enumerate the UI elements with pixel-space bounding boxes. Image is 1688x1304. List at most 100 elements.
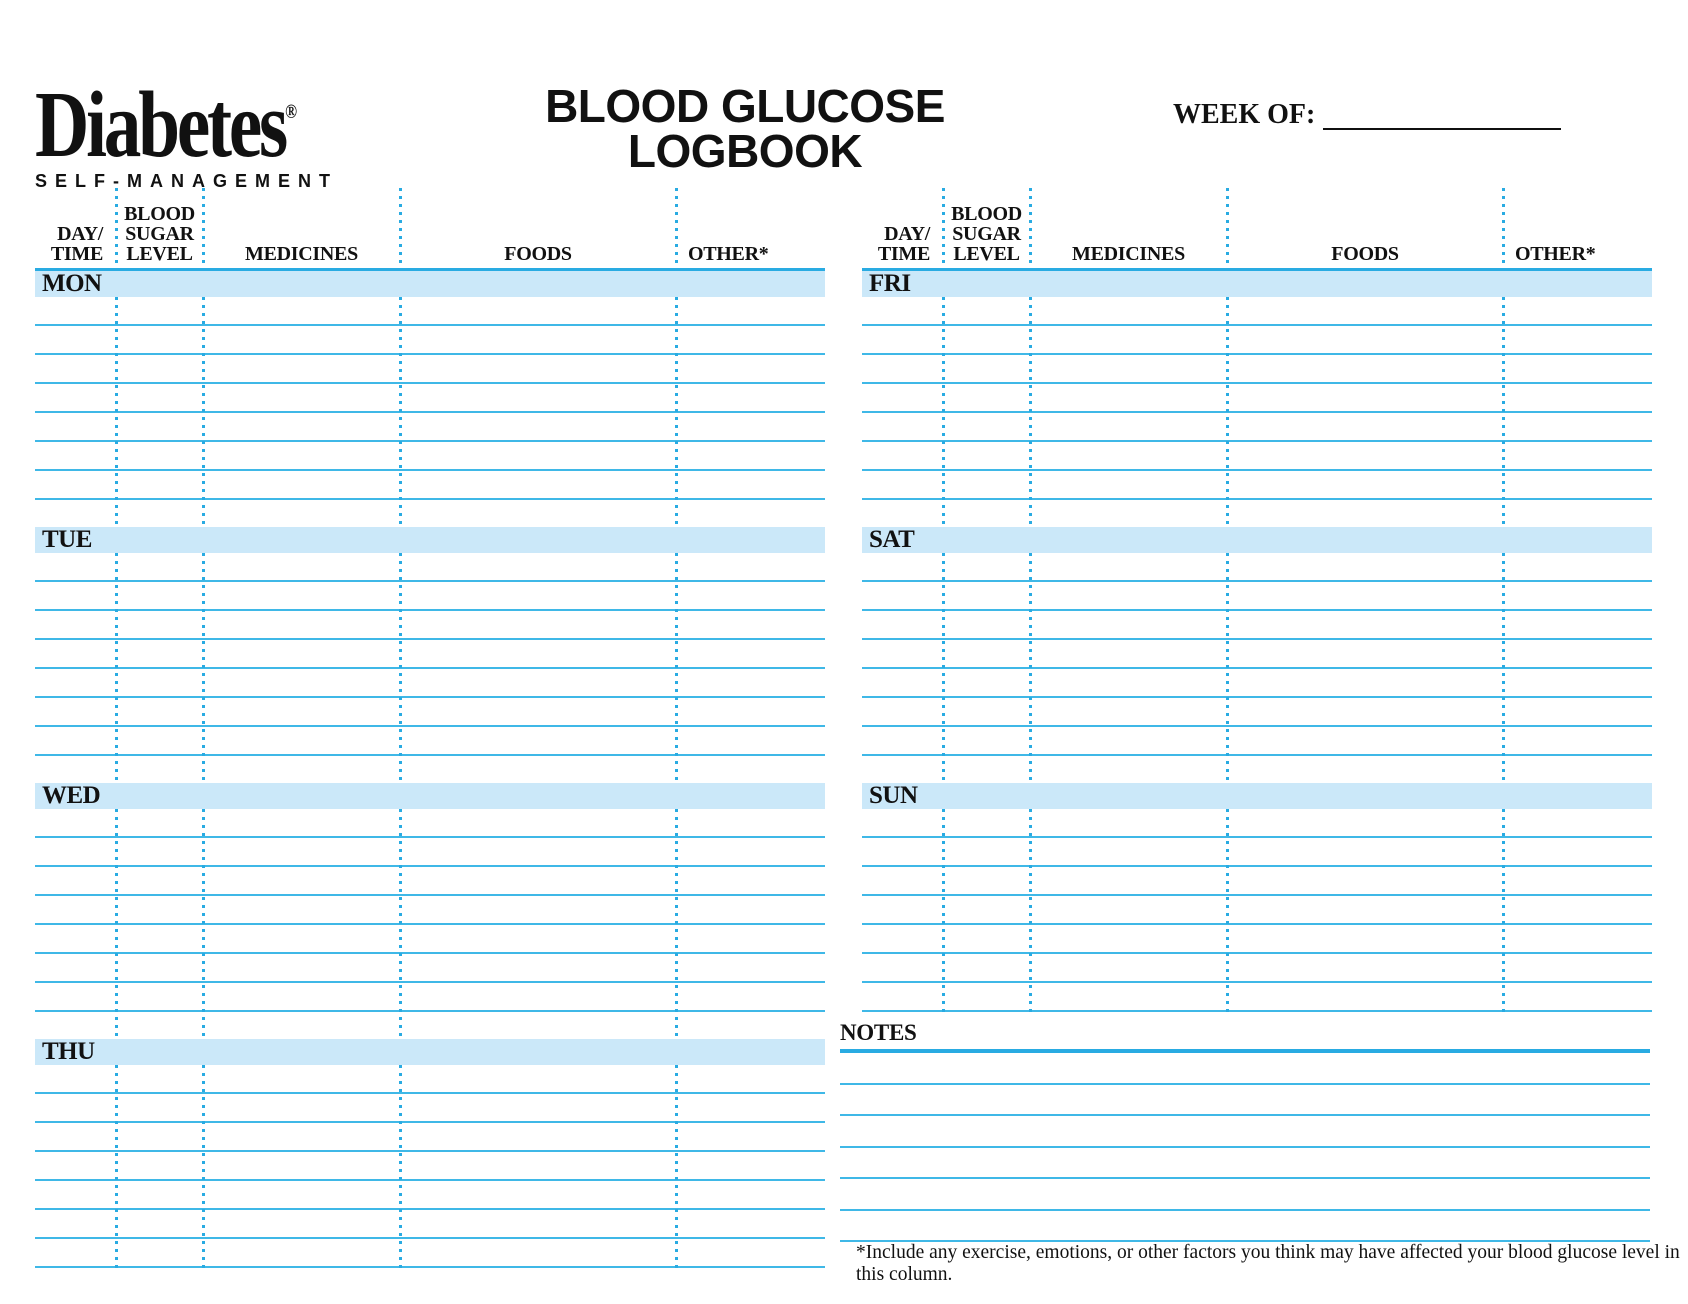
day-rows-mon	[35, 297, 825, 527]
notes-blank-line	[840, 1211, 1650, 1242]
notes-blank-line	[840, 1085, 1650, 1116]
column-divider	[1029, 809, 1032, 1012]
column-divider	[1226, 297, 1229, 527]
column-divider	[675, 553, 678, 783]
week-of-label: WEEK OF:	[1173, 99, 1316, 130]
column-divider	[1502, 297, 1505, 527]
column-header-day-time-line: DAY/	[57, 223, 103, 245]
day-rows-sat	[862, 553, 1652, 783]
column-divider	[1502, 188, 1505, 268]
notes-blank-line	[840, 1053, 1650, 1085]
column-divider	[942, 809, 945, 1012]
column-divider	[399, 809, 402, 1039]
column-divider	[202, 188, 205, 268]
logo: Diabetes® SELF-MANAGEMENT	[35, 70, 363, 192]
column-divider	[942, 188, 945, 268]
column-header-blood-sugar-level-line: BLOOD	[951, 203, 1022, 225]
week-of: WEEK OF:	[1173, 96, 1562, 130]
column-header-day-time-line: DAY/	[884, 223, 930, 245]
column-divider	[115, 188, 118, 268]
page-title: BLOOD GLUCOSE LOGBOOK	[480, 80, 1010, 177]
footnote: *Include any exercise, emotions, or othe…	[856, 1242, 1680, 1285]
column-header-blood-sugar-level-line: SUGAR	[125, 223, 194, 245]
day-rows-sun	[862, 809, 1652, 1012]
column-header-other: OTHER*	[676, 244, 825, 264]
column-header-other-line: OTHER*	[1515, 243, 1596, 265]
column-divider	[1502, 553, 1505, 783]
day-header-wed: WED	[35, 783, 825, 809]
column-header-foods: FOODS	[400, 244, 676, 264]
day-header-tue: TUE	[35, 527, 825, 553]
table-header: DAY/TIME BLOOD SUGAR LEVEL MEDICINES FOODS OTH…	[35, 188, 825, 268]
day-header-thu: THU	[35, 1039, 825, 1065]
registered-trademark-icon: ®	[285, 101, 298, 123]
column-divider	[1029, 553, 1032, 783]
logo-wordmark: Diabetes®	[35, 70, 298, 172]
notes-blank-line	[840, 1116, 1650, 1148]
column-divider	[1029, 297, 1032, 527]
column-header-foods-line: FOODS	[504, 243, 572, 265]
column-header-medicines: MEDICINES	[1030, 244, 1227, 264]
day-rows-fri	[862, 297, 1652, 527]
column-divider	[202, 809, 205, 1039]
column-divider	[115, 809, 118, 1039]
column-divider	[202, 553, 205, 783]
page-title-line1: BLOOD GLUCOSE	[545, 80, 945, 132]
day-rows-thu	[35, 1065, 825, 1268]
column-divider	[675, 297, 678, 527]
column-header-day-time-line: TIME	[50, 243, 103, 265]
column-header-blood-sugar-level: BLOOD SUGAR LEVEL	[116, 204, 203, 264]
column-divider	[399, 553, 402, 783]
log-table-right: DAY/TIME BLOOD SUGAR LEVEL MEDICINES FOODS OTH…	[862, 188, 1652, 1012]
column-header-blood-sugar-level: BLOOD SUGAR LEVEL	[943, 204, 1030, 264]
notes-rule	[840, 1049, 1650, 1053]
column-divider	[1226, 553, 1229, 783]
column-divider	[675, 809, 678, 1039]
day-rows-tue	[35, 553, 825, 783]
column-divider	[399, 188, 402, 268]
column-divider	[675, 188, 678, 268]
column-header-other-line: OTHER*	[688, 243, 769, 265]
column-divider	[202, 297, 205, 527]
notes-blank-line	[840, 1148, 1650, 1179]
day-header-fri: FRI	[862, 268, 1652, 297]
day-header-mon: MON	[35, 268, 825, 297]
log-table-left: DAY/TIME BLOOD SUGAR LEVEL MEDICINES FOODS OTH…	[35, 188, 825, 1268]
logo-subtitle: SELF-MANAGEMENT	[35, 171, 338, 191]
day-rows-wed	[35, 809, 825, 1039]
column-header-medicines: MEDICINES	[203, 244, 400, 264]
column-header-foods-line: FOODS	[1331, 243, 1399, 265]
column-header-other: OTHER*	[1503, 244, 1652, 264]
column-divider	[1029, 188, 1032, 268]
logo-wordmark-text: Diabetes	[35, 73, 288, 177]
column-header-blood-sugar-level-line: BLOOD	[124, 203, 195, 225]
page-title-line2: LOGBOOK	[627, 125, 863, 177]
day-header-sun: SUN	[862, 783, 1652, 809]
column-header-blood-sugar-level-line: LEVEL	[126, 243, 193, 265]
column-divider	[1226, 809, 1229, 1012]
notes-blank-line	[840, 1179, 1650, 1211]
column-divider	[115, 553, 118, 783]
column-divider	[115, 297, 118, 527]
column-divider	[399, 1065, 402, 1268]
column-divider	[399, 297, 402, 527]
notes-title: NOTES	[840, 1020, 917, 1045]
column-header-day-time-line: TIME	[877, 243, 930, 265]
column-header-day-time: DAY/TIME	[862, 224, 943, 264]
column-divider	[115, 1065, 118, 1268]
day-header-sat: SAT	[862, 527, 1652, 553]
week-of-blank-line	[1323, 96, 1562, 130]
column-header-day-time: DAY/TIME	[35, 224, 116, 264]
column-header-medicines-line: MEDICINES	[1072, 243, 1185, 265]
column-divider	[1502, 809, 1505, 1012]
column-header-medicines-line: MEDICINES	[245, 243, 358, 265]
table-header: DAY/TIME BLOOD SUGAR LEVEL MEDICINES FOODS OTH…	[862, 188, 1652, 268]
column-divider	[942, 553, 945, 783]
column-header-blood-sugar-level-line: SUGAR	[952, 223, 1021, 245]
column-header-blood-sugar-level-line: LEVEL	[953, 243, 1020, 265]
notes-section: NOTES	[840, 1020, 1650, 1242]
column-divider	[1226, 188, 1229, 268]
column-divider	[202, 1065, 205, 1268]
column-divider	[675, 1065, 678, 1268]
